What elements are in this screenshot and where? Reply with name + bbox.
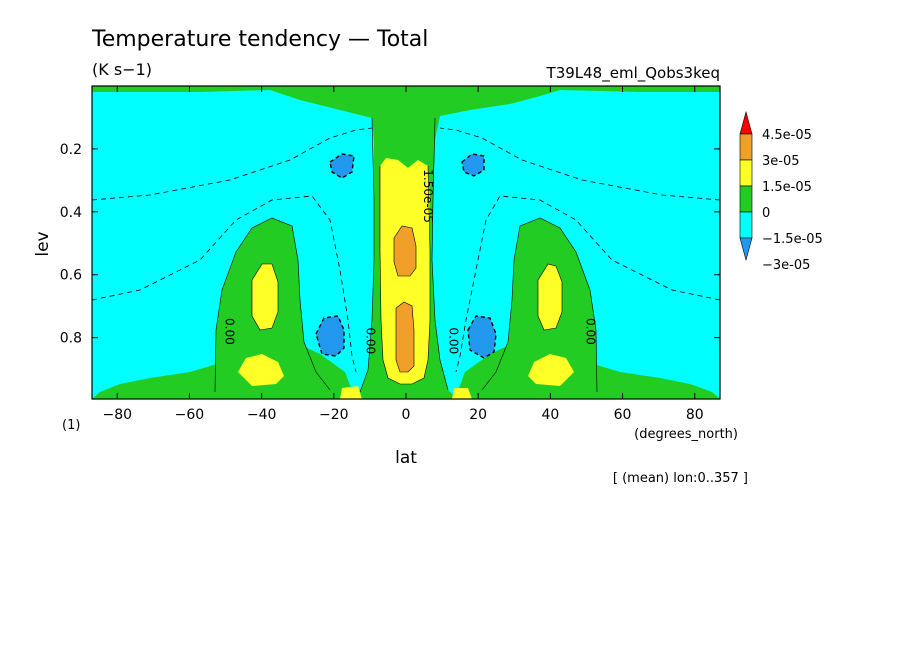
x-tick-label: 80 — [686, 407, 704, 423]
y-axis-label: lev — [33, 231, 53, 256]
units-label: (K s−1) — [92, 60, 152, 79]
contour-label: 0.00 — [363, 327, 377, 354]
x-tick-label: −20 — [319, 407, 349, 423]
x-tick-label: −80 — [102, 407, 132, 423]
x-tick-label: 60 — [614, 407, 632, 423]
colorbar-swatch — [739, 185, 753, 213]
blue-left-lower-blob — [316, 316, 344, 356]
yellow-right-surface-blob — [528, 354, 574, 386]
contour-label: 0.00 — [583, 318, 597, 345]
x-tick-label: −40 — [247, 407, 277, 423]
colorbar-label: 1.5e-05 — [762, 180, 812, 195]
colorbar: 4.5e-05 3e-05 1.5e-05 0 −1.5e-05 −3e-05 — [739, 110, 823, 273]
contour-label: 0.00 — [223, 318, 237, 345]
colorbar-label: −3e-05 — [762, 258, 810, 273]
yellow-right-blob — [538, 264, 562, 330]
contour-label: 1.50e-05 — [421, 169, 435, 223]
y-tick-label: 0.2 — [60, 142, 82, 158]
positive-contours — [214, 117, 598, 393]
plot-area: 0.00 0.00 0.00 0.00 1.50e-05 −80 −60 −40 −20 0 20… — [60, 85, 721, 423]
colorbar-bottom-arrow — [739, 237, 753, 262]
x-tick-label: 20 — [469, 407, 487, 423]
yellow-near-equator-surface-right — [452, 388, 472, 399]
colorbar-label: 0 — [762, 206, 770, 221]
colorbar-label: 4.5e-05 — [762, 128, 812, 143]
y-axis-units: (1) — [62, 418, 80, 433]
subset-note: [ (mean) lon:0..357 ] — [613, 471, 748, 486]
x-tick-label: 40 — [541, 407, 559, 423]
yellow-left-blob — [252, 264, 278, 330]
orange-lower-blob — [396, 302, 414, 372]
x-axis-units: (degrees_north) — [634, 427, 738, 442]
orange-upper-blob — [394, 226, 416, 276]
colorbar-label: −1.5e-05 — [762, 232, 823, 247]
x-axis-label: lat — [395, 448, 417, 468]
chart-title: Temperature tendency — Total — [91, 27, 428, 52]
colorbar-swatch — [739, 159, 753, 187]
y-tick-label: 0.6 — [60, 268, 82, 284]
x-tick-label: 0 — [402, 407, 411, 423]
x-axis: −80 −60 −40 −20 0 20 40 60 80 — [102, 86, 704, 423]
colorbar-swatch — [739, 133, 753, 161]
colorbar-top-arrow — [739, 110, 753, 135]
y-tick-label: 0.4 — [60, 205, 82, 221]
negative-contours — [92, 127, 720, 373]
x-tick-label: −60 — [175, 407, 205, 423]
blue-right-lower-blob — [468, 316, 496, 358]
colorbar-label: 3e-05 — [762, 154, 800, 169]
colorbar-swatch — [739, 211, 753, 239]
blue-right-upper-blob — [462, 154, 484, 176]
yellow-near-equator-surface-left — [340, 386, 362, 399]
y-axis: 0.2 0.4 0.6 0.8 — [60, 142, 720, 347]
blue-left-upper-blob — [330, 154, 354, 178]
y-tick-label: 0.8 — [60, 331, 82, 347]
blue-blob-outlines — [315, 153, 497, 359]
contour-labels: 0.00 0.00 0.00 0.00 1.50e-05 — [223, 169, 598, 354]
yellow-left-surface-blob — [238, 354, 284, 386]
run-label: T39L48_eml_Qobs3keq — [546, 64, 720, 83]
contour-label: 0.00 — [446, 327, 460, 354]
